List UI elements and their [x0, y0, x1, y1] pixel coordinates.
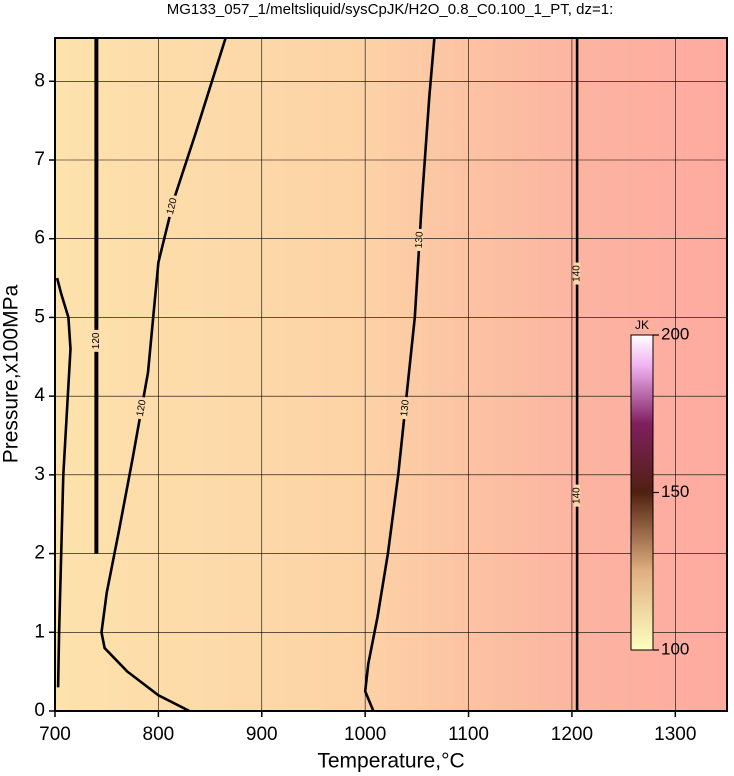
- x-tick-label: 700: [39, 724, 71, 745]
- colorbar-label: JK: [635, 318, 649, 332]
- contour-label: 120: [165, 196, 180, 215]
- contour-label: 130: [399, 399, 412, 417]
- contour-label-bg: [166, 194, 178, 218]
- y-tick-label: 5: [34, 306, 45, 327]
- contour-label-bg: [415, 228, 424, 252]
- contour-label-bg: [93, 329, 100, 352]
- colorbar-tick-label: 100: [661, 639, 689, 658]
- y-tick-label: 2: [34, 543, 45, 564]
- y-axis-label: Pressure,x100MPa: [0, 284, 23, 463]
- colorbar-tick-label: 150: [661, 482, 689, 501]
- y-tick-label: 0: [34, 700, 45, 721]
- x-tick-label: 800: [143, 724, 175, 745]
- plot-area: 120 120 120 130 130 140 140: [55, 38, 727, 711]
- colorbar-tick-label: 200: [661, 324, 689, 343]
- contour-line: [55, 277, 72, 688]
- y-tick-label: 8: [34, 70, 45, 91]
- x-tick-label: 1000: [344, 724, 386, 745]
- contour-label: 120: [135, 399, 149, 418]
- contour-line: [363, 38, 436, 711]
- y-tick-label: 3: [34, 464, 45, 485]
- contour-label-bg: [574, 262, 581, 285]
- plot-frame: [54, 37, 728, 712]
- contour-label: 120: [91, 332, 102, 349]
- x-tick-label: 1100: [448, 724, 489, 745]
- chart-title: MG133_057_1/meltsliquid/sysCpJK/H2O_0.8_…: [167, 1, 614, 18]
- y-tick-label: 4: [34, 385, 45, 406]
- x-tick-label: 900: [246, 724, 278, 745]
- y-tick-label: 1: [34, 621, 45, 642]
- x-tick-label: 1200: [551, 724, 593, 745]
- contour-label: 140: [572, 265, 583, 282]
- contour-label: 140: [572, 487, 583, 504]
- y-tick-label: 6: [34, 228, 45, 249]
- contour-label: 130: [414, 231, 426, 249]
- contour-label-bg: [574, 484, 581, 507]
- colorbar: [630, 334, 654, 651]
- y-tick-label: 7: [34, 149, 45, 170]
- x-tick-label: 1300: [654, 724, 696, 745]
- contour-label-bg: [136, 396, 147, 420]
- contour-label-bg: [401, 396, 410, 420]
- plot-background: [55, 38, 727, 711]
- x-axis-label: Temperature,°C: [317, 750, 464, 773]
